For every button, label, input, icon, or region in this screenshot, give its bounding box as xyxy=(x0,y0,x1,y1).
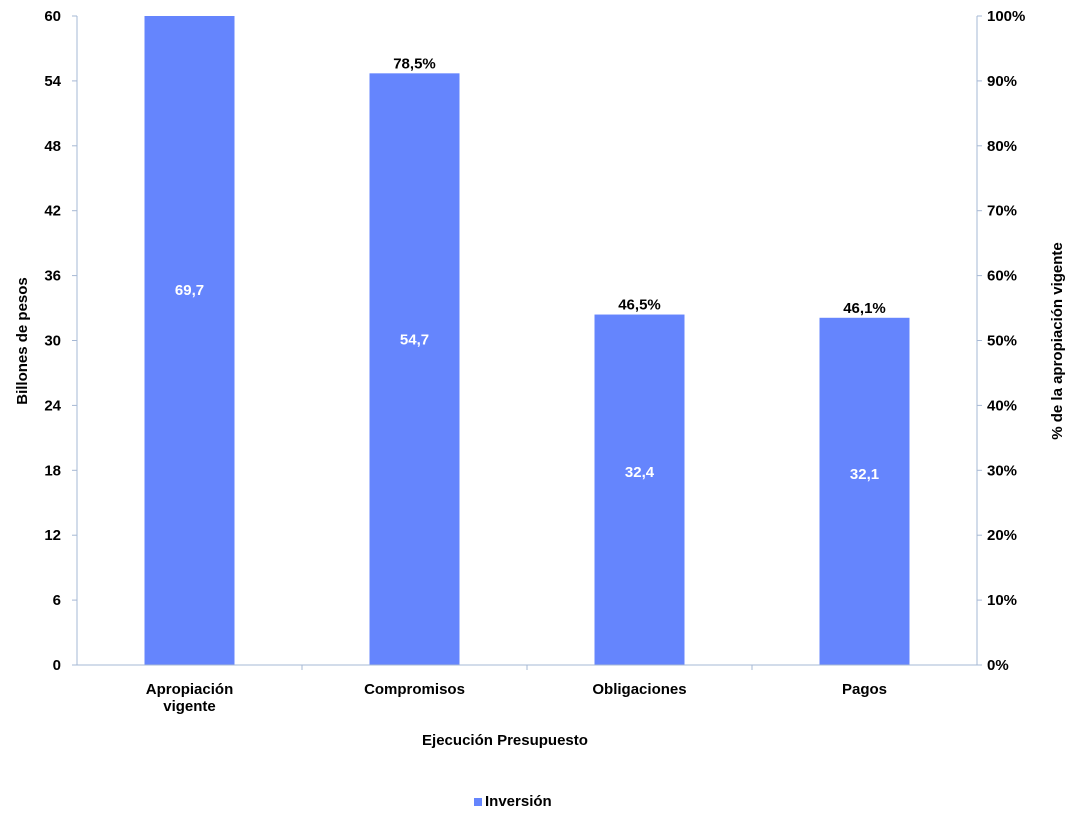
legend-swatch xyxy=(474,798,482,806)
x-axis-title: Ejecución Presupuesto xyxy=(422,732,588,749)
y2-tick-label: 20% xyxy=(987,527,1017,544)
y-tick-label: 18 xyxy=(44,462,61,479)
y2-axis-ticks: 0% 10% 20% 30% 40% 50% 60% 70% 80% 90% 100% xyxy=(977,8,1025,674)
bar xyxy=(819,317,910,665)
y2-tick-label: 60% xyxy=(987,268,1017,285)
bar-value-label: 69,7 xyxy=(175,282,204,299)
y2-tick-label: 90% xyxy=(987,73,1017,90)
y2-tick-label: 80% xyxy=(987,138,1017,155)
bar-series: 69,7 54,7 78,5% 32,4 46,5% 32,1 46,1% xyxy=(144,16,910,666)
y2-axis-title: % de la apropiación vigente xyxy=(1049,242,1066,440)
y2-tick-label: 10% xyxy=(987,592,1017,609)
y-tick-label: 6 xyxy=(53,592,61,609)
y2-tick-label: 40% xyxy=(987,397,1017,414)
bar xyxy=(144,16,235,665)
legend: Inversión xyxy=(474,793,552,810)
y-tick-label: 12 xyxy=(44,527,61,544)
x-tick-label: Pagos xyxy=(842,681,887,698)
bar xyxy=(369,73,460,666)
y-tick-label: 60 xyxy=(44,8,61,25)
bar-percent-label: 46,1% xyxy=(843,300,886,317)
bar-value-label: 32,4 xyxy=(625,464,655,481)
y-tick-label: 42 xyxy=(44,203,61,220)
y-axis-title: Billones de pesos xyxy=(14,277,31,405)
y2-tick-label: 30% xyxy=(987,462,1017,479)
bar-value-label: 32,1 xyxy=(850,466,879,483)
y2-tick-label: 100% xyxy=(987,8,1025,25)
y-tick-label: 24 xyxy=(44,397,61,414)
y2-tick-label: 0% xyxy=(987,657,1009,674)
bar-percent-label: 46,5% xyxy=(618,297,661,314)
bar-percent-label: 78,5% xyxy=(393,55,436,72)
y2-tick-label: 50% xyxy=(987,333,1017,350)
x-tick-label: Apropiación xyxy=(146,681,234,698)
axes xyxy=(76,16,978,666)
y-tick-label: 48 xyxy=(44,138,61,155)
y-tick-label: 0 xyxy=(53,657,61,674)
x-tick-label: Obligaciones xyxy=(592,681,686,698)
legend-label: Inversión xyxy=(485,793,552,810)
x-tick-label: vigente xyxy=(163,698,216,715)
y-axis-ticks: 0 6 12 18 24 30 36 42 48 54 60 xyxy=(44,8,77,674)
x-tick-label: Compromisos xyxy=(364,681,465,698)
y-tick-label: 54 xyxy=(44,73,61,90)
bar-value-label: 54,7 xyxy=(400,332,429,349)
y-tick-label: 36 xyxy=(44,268,61,285)
bar xyxy=(594,314,685,665)
y2-tick-label: 70% xyxy=(987,203,1017,220)
y-tick-label: 30 xyxy=(44,333,61,350)
